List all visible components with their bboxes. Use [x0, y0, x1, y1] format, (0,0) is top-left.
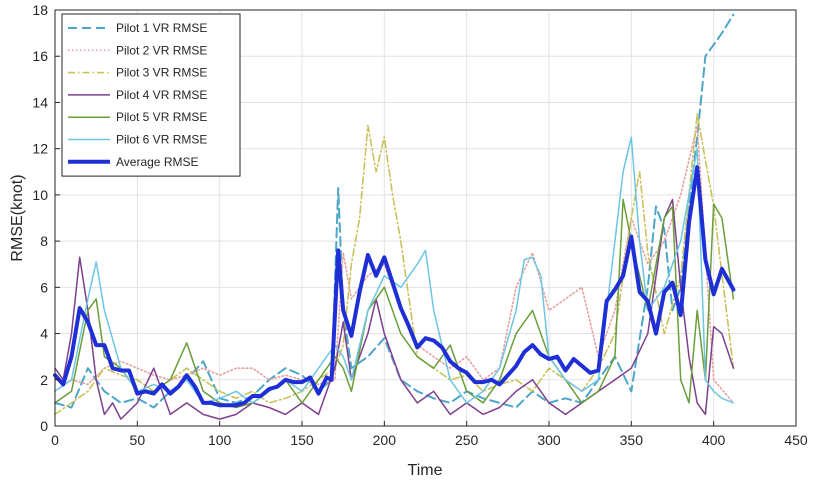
x-tick-label: 0 — [51, 432, 59, 448]
legend-entry-label: Pilot 3 VR RMSE — [116, 66, 207, 80]
legend-entry-label: Pilot 1 VR RMSE — [116, 21, 207, 35]
series-line-5 — [54, 198, 735, 409]
y-tick-label: 8 — [40, 233, 48, 249]
legend-entry-label: Pilot 5 VR RMSE — [116, 110, 207, 124]
y-tick-label: 14 — [32, 94, 48, 110]
y-tick-label: 16 — [32, 48, 48, 64]
y-tick-label: 12 — [32, 141, 48, 157]
x-tick-label: 100 — [208, 432, 232, 448]
x-tick-label: 50 — [130, 432, 146, 448]
x-tick-label: 250 — [455, 432, 479, 448]
x-tick-label: 300 — [537, 432, 561, 448]
series-line-3 — [54, 113, 735, 416]
x-tick-label: 400 — [702, 432, 726, 448]
x-tick-label: 450 — [784, 432, 808, 448]
plot-area-border — [54, 9, 797, 427]
axis-ticks: 0 50 100 150 200 250 300 350 400 450 0 2 4 6 8 10 12 14 16… — [32, 2, 807, 448]
x-tick-label: 150 — [290, 432, 314, 448]
y-tick-label: 4 — [40, 326, 48, 342]
legend-entry-label: Average RMSE — [116, 155, 198, 169]
legend-entry-label: Pilot 6 VR RMSE — [116, 133, 207, 147]
series-line-7 — [53, 165, 736, 408]
x-tick-label: 350 — [620, 432, 644, 448]
y-axis-label: RMSE(knot) — [9, 174, 26, 261]
y-tick-label: 18 — [32, 2, 48, 18]
y-tick-label: 0 — [40, 418, 48, 434]
series-lines — [53, 13, 736, 420]
x-tick-label: 200 — [373, 432, 397, 448]
legend-entry-label: Pilot 2 VR RMSE — [116, 43, 207, 57]
y-tick-label: 10 — [32, 187, 48, 203]
x-axis-label: Time — [408, 462, 443, 479]
legend-entry-label: Pilot 4 VR RMSE — [116, 88, 207, 102]
series-line-2 — [54, 124, 735, 404]
y-tick-label: 6 — [40, 279, 48, 295]
legend: Pilot 1 VR RMSE Pilot 2 VR RMSE Pilot 3 VR… — [61, 13, 241, 177]
y-tick-label: 2 — [40, 372, 48, 388]
